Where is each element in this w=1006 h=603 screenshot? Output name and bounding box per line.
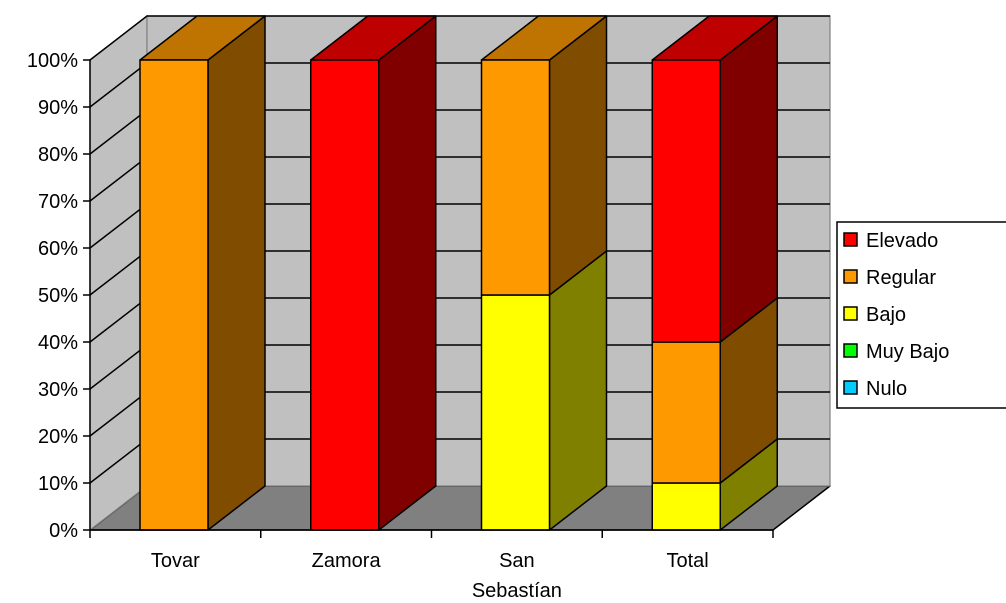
- y-axis-tick-labels: 0% 10% 20% 30% 40% 50% 60% 70% 80% 90% 100%: [27, 50, 78, 542]
- y-tick-label: 0%: [49, 520, 78, 542]
- legend: Elevado Regular Bajo Muy Bajo Nulo: [836, 221, 1006, 409]
- bar-segment: [480, 250, 608, 531]
- y-tick-label: 90%: [38, 97, 78, 119]
- legend-label: Elevado: [866, 230, 938, 252]
- legend-label: Bajo: [866, 304, 906, 326]
- legend-item: Muy Bajo: [843, 341, 949, 363]
- legend-swatch: [843, 306, 858, 321]
- legend-item: Nulo: [843, 378, 907, 400]
- axes: [83, 59, 774, 538]
- legend-item: Bajo: [843, 304, 906, 326]
- x-axis-tick-labels: Tovar Zamora San Sebastían Total: [151, 550, 709, 602]
- legend-label: Regular: [866, 267, 936, 289]
- x-tick-label: Zamora: [312, 550, 382, 572]
- bar-segment: [651, 438, 778, 531]
- x-tick-label: Tovar: [151, 550, 200, 572]
- bar-segment: [480, 15, 608, 296]
- x-tick-label: San Sebastían: [472, 550, 562, 602]
- y-tick-label: 80%: [38, 144, 78, 166]
- y-tick-label: 70%: [38, 191, 78, 213]
- y-tick-label: 60%: [38, 238, 78, 260]
- x-tick-label: Total: [667, 550, 709, 572]
- legend-box: [836, 221, 1006, 409]
- bars: [139, 15, 778, 531]
- legend-label: Nulo: [866, 378, 907, 400]
- legend-swatch: [843, 343, 858, 358]
- y-tick-label: 100%: [27, 50, 78, 72]
- y-tick-label: 50%: [38, 285, 78, 307]
- legend-swatch: [843, 380, 858, 395]
- legend-swatch: [843, 232, 858, 247]
- legend-swatch: [843, 269, 858, 284]
- legend-item: Elevado: [843, 230, 938, 252]
- bar-segment: [139, 15, 266, 531]
- y-tick-label: 40%: [38, 332, 78, 354]
- legend-label: Muy Bajo: [866, 341, 949, 363]
- bar-segment: [651, 15, 778, 343]
- y-tick-label: 10%: [38, 473, 78, 495]
- legend-item: Regular: [843, 267, 936, 289]
- bar-segment: [651, 297, 778, 484]
- y-tick-label: 20%: [38, 426, 78, 448]
- bar-segment: [310, 15, 437, 531]
- y-tick-label: 30%: [38, 379, 78, 401]
